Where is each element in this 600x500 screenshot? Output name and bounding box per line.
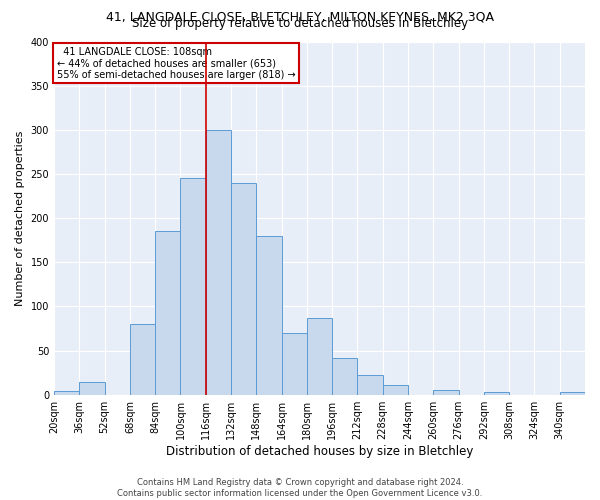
Bar xyxy=(206,130,231,394)
Text: Size of property relative to detached houses in Bletchley: Size of property relative to detached ho… xyxy=(132,18,468,30)
Bar xyxy=(79,382,104,394)
Bar xyxy=(358,376,383,394)
Bar xyxy=(256,236,281,394)
Bar xyxy=(307,318,332,394)
Bar xyxy=(155,232,181,394)
Text: 41 LANGDALE CLOSE: 108sqm  
← 44% of detached houses are smaller (653)
55% of se: 41 LANGDALE CLOSE: 108sqm ← 44% of detac… xyxy=(56,47,295,80)
Text: Contains HM Land Registry data © Crown copyright and database right 2024.
Contai: Contains HM Land Registry data © Crown c… xyxy=(118,478,482,498)
Bar xyxy=(332,358,358,395)
X-axis label: Distribution of detached houses by size in Bletchley: Distribution of detached houses by size … xyxy=(166,444,473,458)
Bar xyxy=(281,333,307,394)
Text: 41, LANGDALE CLOSE, BLETCHLEY, MILTON KEYNES, MK2 3QA: 41, LANGDALE CLOSE, BLETCHLEY, MILTON KE… xyxy=(106,10,494,23)
Bar xyxy=(484,392,509,394)
Bar xyxy=(433,390,458,394)
Bar xyxy=(383,385,408,394)
Bar xyxy=(130,324,155,394)
Bar xyxy=(560,392,585,394)
Bar xyxy=(54,391,79,394)
Bar xyxy=(181,178,206,394)
Bar xyxy=(231,183,256,394)
Y-axis label: Number of detached properties: Number of detached properties xyxy=(15,130,25,306)
